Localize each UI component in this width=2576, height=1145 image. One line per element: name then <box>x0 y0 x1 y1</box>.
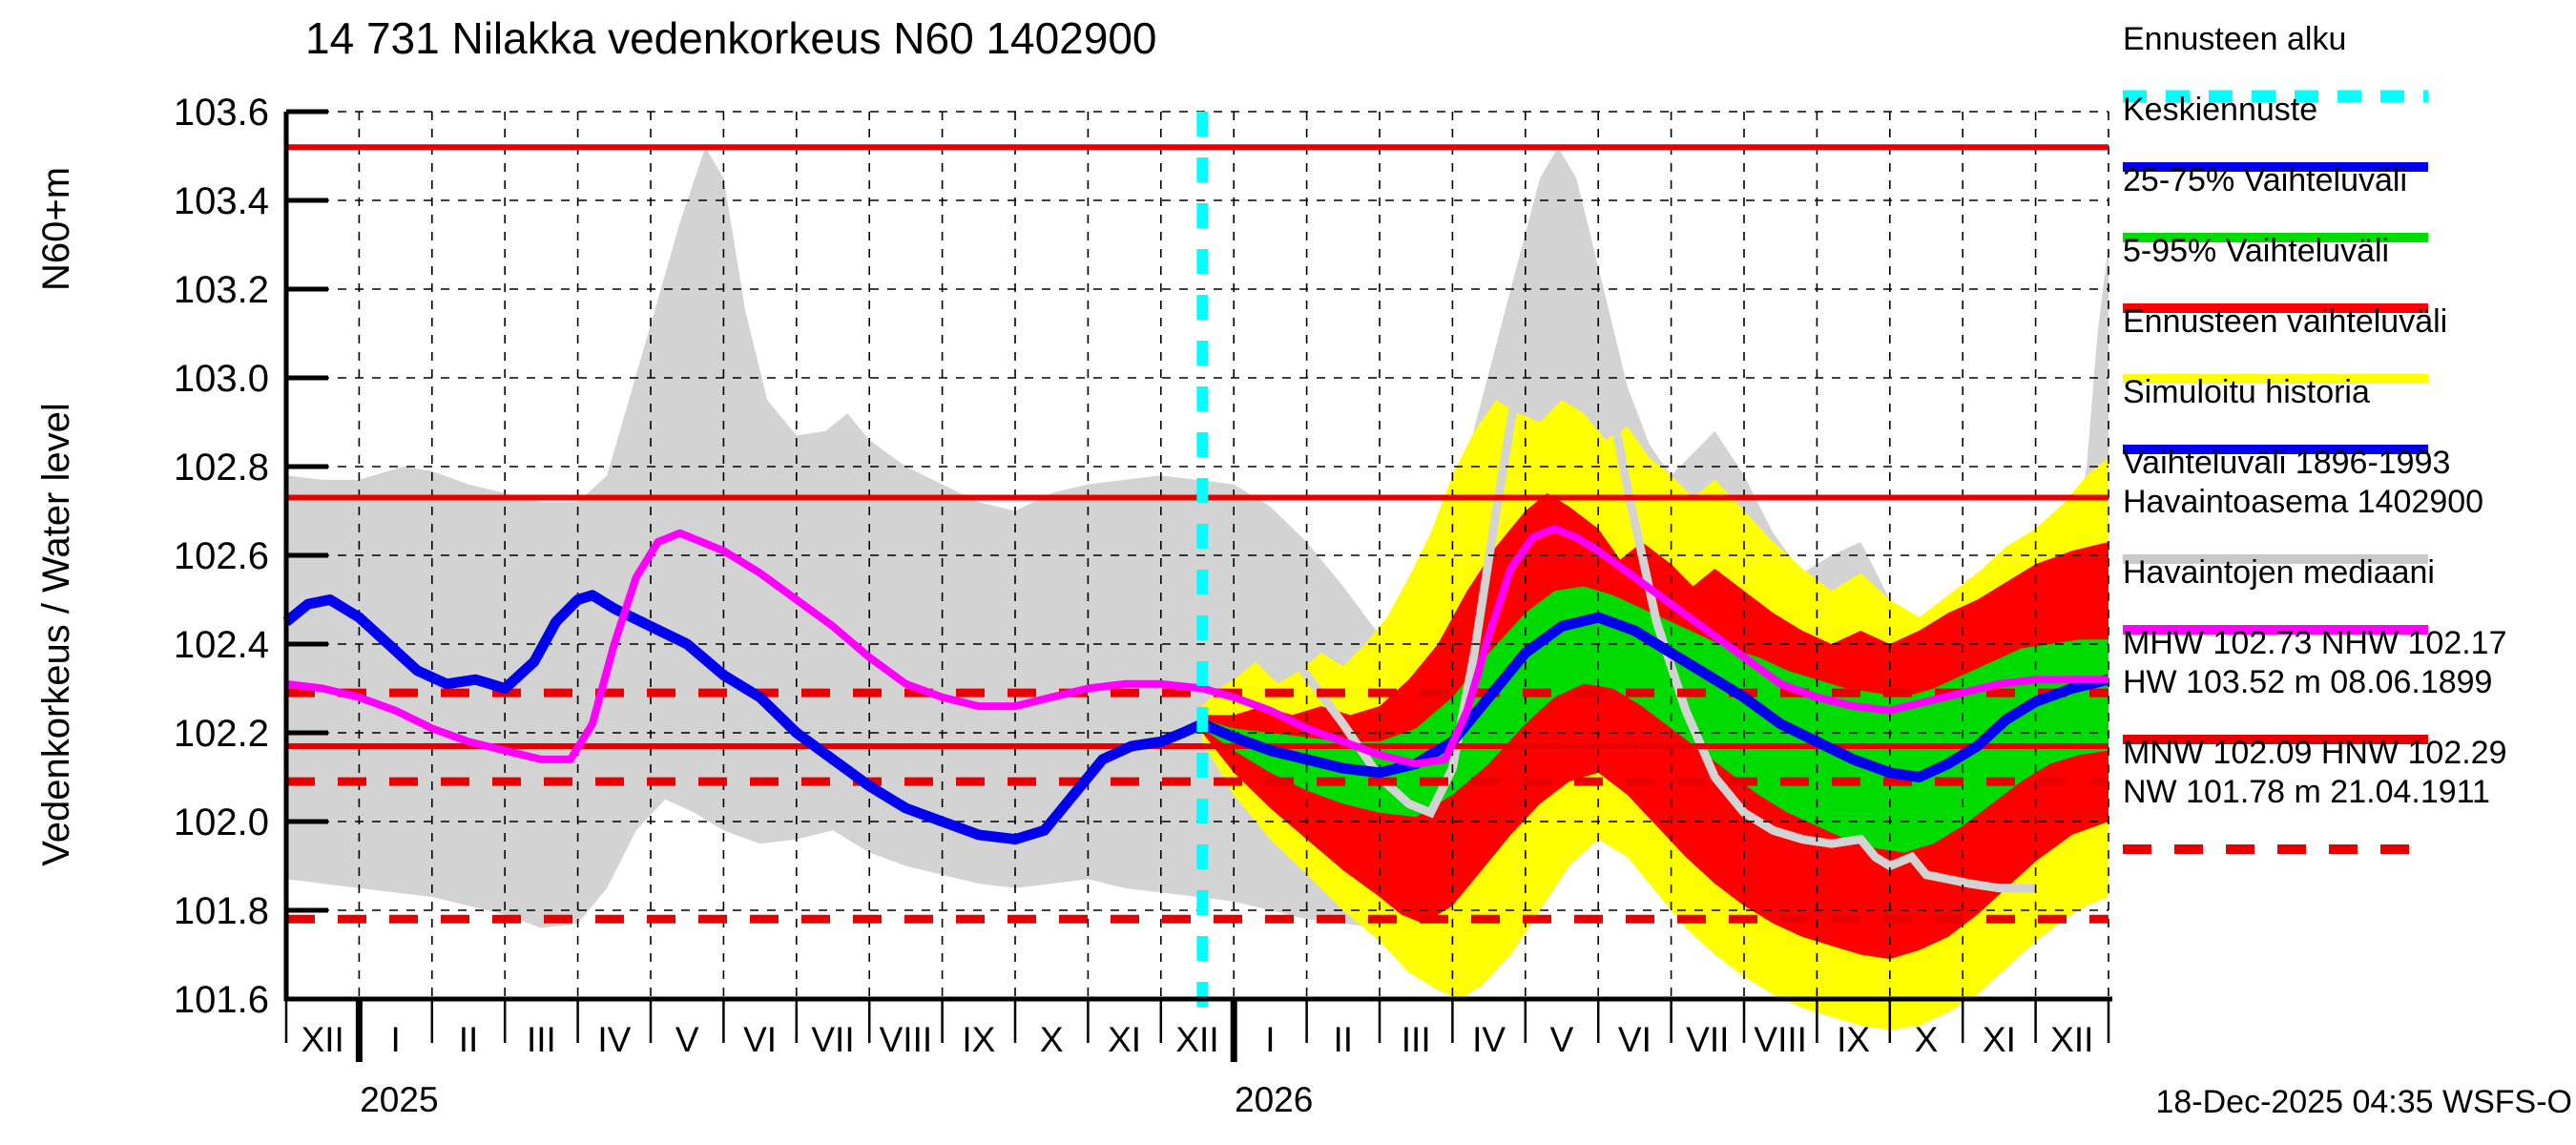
legend-label: Simuloitu historia <box>2123 374 2370 410</box>
observed-range-trace-line <box>1198 164 2036 893</box>
month-label: X <box>1040 1020 1064 1059</box>
observations-median-line <box>285 525 2109 768</box>
legend-label: 5-95% Vaihteluväli <box>2123 233 2389 269</box>
legend-label: 25-75% Vaihteluväli <box>2123 162 2407 198</box>
month-label: VII <box>1686 1020 1729 1059</box>
band-25-75-green <box>1202 586 2109 853</box>
y-tick-label: 103.0 <box>174 358 269 400</box>
axes-and-ticks <box>283 109 2112 1062</box>
month-label: X <box>1915 1020 1939 1059</box>
y-tick-label: 102.8 <box>174 447 269 489</box>
month-label: VIII <box>1754 1020 1807 1059</box>
legend-label: Vaihteluväli 1896-1993 <box>2123 445 2450 481</box>
month-label: II <box>459 1020 479 1059</box>
month-label: I <box>390 1020 400 1059</box>
month-label: XI <box>1108 1020 1141 1059</box>
y-tick-label: 103.4 <box>174 180 269 222</box>
legend-label: MNW 102.09 HNW 102.29 <box>2123 735 2507 771</box>
month-label: XII <box>301 1020 344 1059</box>
month-label: V <box>1550 1020 1574 1059</box>
gray-range-trace-line <box>1198 164 2036 893</box>
month-label: XII <box>2050 1020 2093 1059</box>
month-label: XI <box>1983 1020 2016 1059</box>
legend-label: HW 103.52 m 08.06.1899 <box>2123 664 2492 700</box>
legend-label: Havaintoasema 1402900 <box>2123 484 2483 520</box>
month-label: III <box>1402 1020 1431 1059</box>
y-tick-label: 103.2 <box>174 269 269 311</box>
month-label: VI <box>1618 1020 1652 1059</box>
y-tick-label: 102.4 <box>174 624 269 666</box>
timestamp: 18-Dec-2025 04:35 WSFS-O <box>2155 1084 2572 1120</box>
month-label: VII <box>811 1020 854 1059</box>
month-label: IX <box>962 1020 995 1059</box>
y-tick-label: 101.8 <box>174 890 269 932</box>
chart-title: 14 731 Nilakka vedenkorkeus N60 1402900 <box>305 13 1157 63</box>
simulated-history-and-forecast-median-line <box>282 590 2110 845</box>
month-label: I <box>1265 1020 1275 1059</box>
legend-label: MHW 102.73 NHW 102.17 <box>2123 625 2507 661</box>
y-tick-label: 102.6 <box>174 535 269 577</box>
month-label: II <box>1334 1020 1354 1059</box>
legend-label: Keskiennuste <box>2123 92 2317 128</box>
y-tick-label: 101.6 <box>174 979 269 1021</box>
y-tick-label: 102.2 <box>174 713 269 755</box>
legend-label: NW 101.78 m 21.04.1911 <box>2123 774 2490 810</box>
month-label: IV <box>1472 1020 1506 1059</box>
y-tick-label: 103.6 <box>174 92 269 134</box>
y-axis-name-label: Vedenkorkeus / Water level <box>35 403 77 865</box>
x-axis-labels: XII I II III IV V VI VII VIII IX X XI XII I II III IV V VI… <box>301 1020 2094 1119</box>
year-label: 2026 <box>1235 1080 1313 1119</box>
month-label: V <box>675 1020 699 1059</box>
month-label: IV <box>597 1020 631 1059</box>
y-axis-unit-label: N60+m <box>35 167 77 291</box>
legend-label: Havaintojen mediaani <box>2123 554 2435 591</box>
year-label: 2025 <box>360 1080 438 1119</box>
month-label: VIII <box>880 1020 933 1059</box>
month-label: IX <box>1837 1020 1870 1059</box>
legend-label: Ennusteen vaihteluväli <box>2123 303 2447 340</box>
month-label: VI <box>743 1020 777 1059</box>
legend-label: Ennusteen alku <box>2123 21 2346 57</box>
legend: Ennusteen alku Keskiennuste 25-75% Vaihtel… <box>2123 21 2507 854</box>
y-axis-tick-labels: 101.6 101.8 102.0 102.2 102.4 102.6 102.8 103.0… <box>174 92 269 1021</box>
month-label: XII <box>1175 1020 1218 1059</box>
month-label: III <box>527 1020 556 1059</box>
y-tick-label: 102.0 <box>174 802 269 843</box>
data-lines <box>282 525 2110 845</box>
